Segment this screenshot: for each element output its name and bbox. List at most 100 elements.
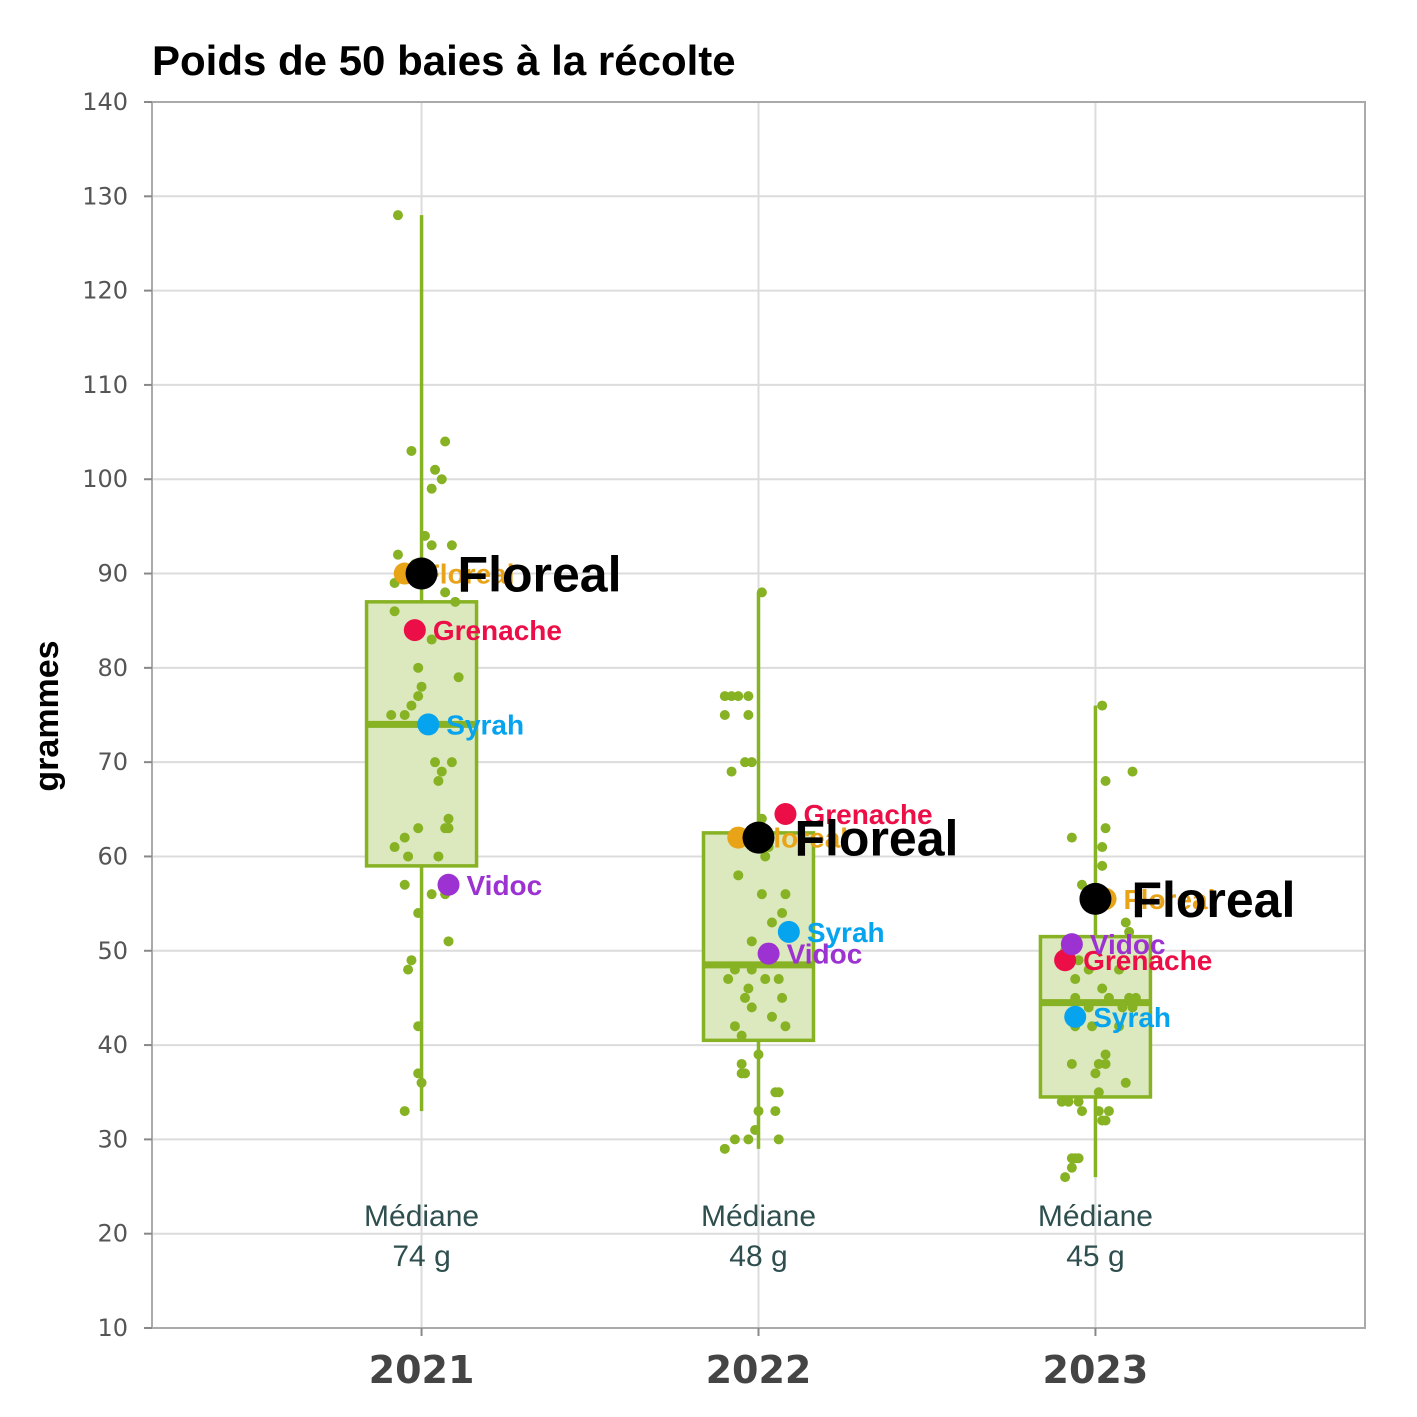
jitter-point: [719, 1143, 730, 1154]
jitter-point: [753, 1049, 764, 1060]
jitter-point: [413, 691, 424, 702]
jitter-point: [430, 757, 441, 768]
variety-point-grenache: [774, 803, 797, 826]
jitter-point: [430, 464, 441, 475]
variety-point-syrah: [1064, 1005, 1087, 1028]
jitter-point: [750, 1124, 761, 1135]
jitter-point: [1093, 1087, 1104, 1098]
jitter-point: [760, 974, 771, 985]
jitter-point: [1117, 1002, 1128, 1013]
jitter-point: [746, 936, 757, 947]
jitter-point: [1097, 700, 1108, 711]
jitter-point: [733, 870, 744, 881]
variety-label-syrah: Syrah: [446, 709, 524, 740]
jitter-point: [450, 596, 461, 607]
jitter-point: [440, 436, 451, 447]
y-axis-label: grammes: [28, 640, 66, 791]
median-annotations: Médiane 74 g Médiane 48 g Médiane 45 g: [364, 1200, 1153, 1273]
jitter-point: [773, 1134, 784, 1145]
y-tick-label: 50: [97, 937, 128, 965]
y-tick-label: 70: [97, 748, 128, 776]
jitter-point: [1093, 1106, 1104, 1117]
jitter-point: [780, 1021, 791, 1032]
variety-point-vidoc: [1060, 933, 1083, 956]
jitter-point: [1060, 1172, 1071, 1183]
jitter-point: [1097, 983, 1108, 994]
jitter-point: [389, 606, 400, 617]
highlight-label: Floreal: [458, 547, 622, 603]
variety-label-floreal: Floreal: [1124, 884, 1216, 915]
median-value: 74 g: [392, 1240, 450, 1273]
y-tick-label: 30: [97, 1125, 128, 1153]
highlight-point: [1079, 882, 1112, 915]
variety-label-syrah: Syrah: [807, 917, 885, 948]
jitter-point: [1090, 1068, 1101, 1079]
jitter-point: [436, 766, 447, 777]
jitter-point: [1100, 776, 1111, 787]
jitter-point: [413, 908, 424, 919]
jitter-point: [436, 474, 447, 485]
jitter-point: [413, 823, 424, 834]
jitter-point: [766, 917, 777, 928]
jitter-point: [743, 1134, 754, 1145]
jitter-point: [1076, 879, 1087, 890]
jitter-point: [1097, 860, 1108, 871]
jitter-point: [1073, 955, 1084, 966]
variety-label-floreal: Floreal: [423, 559, 515, 590]
jitter-point: [426, 540, 437, 551]
jitter-point: [443, 936, 454, 947]
jitter-point: [1130, 992, 1141, 1003]
jitter-point: [1097, 842, 1108, 853]
median-caption: Médiane: [1038, 1200, 1153, 1233]
jitter-point: [1103, 1106, 1114, 1117]
jitter-point: [403, 851, 414, 862]
jitter-point: [746, 964, 757, 975]
x-axis: 2021 2022 2023: [369, 1328, 1149, 1392]
x-tick-label: 2023: [1043, 1348, 1149, 1392]
jitter-point: [777, 992, 788, 1003]
variety-label-vidoc: Vidoc: [467, 870, 543, 901]
jitter-point: [1087, 1021, 1098, 1032]
y-tick-label: 130: [82, 182, 128, 210]
variety-label-grenache: Grenache: [803, 799, 932, 830]
jitter-point: [406, 445, 417, 456]
jitter-point: [399, 879, 410, 890]
jitter-point: [777, 908, 788, 919]
variety-point-vidoc: [757, 942, 780, 965]
jitter-point: [416, 681, 427, 692]
jitter-point: [1127, 1002, 1138, 1013]
box-iqr: [364, 600, 479, 868]
y-tick-label: 80: [97, 654, 128, 682]
jitter-point: [440, 587, 451, 598]
jitter-point: [406, 700, 417, 711]
jitter-point: [413, 1021, 424, 1032]
y-tick-label: 40: [97, 1031, 128, 1059]
jitter-point: [780, 889, 791, 900]
jitter-point: [729, 1134, 740, 1145]
jitter-point: [1063, 1096, 1074, 1107]
y-tick-label: 120: [82, 277, 128, 305]
jitter-point: [1083, 964, 1094, 975]
jitter-point: [419, 530, 430, 541]
variety-markers: FlorealFlorealFlorealGrenacheGrenacheGre…: [393, 547, 1295, 1033]
jitter-point: [743, 691, 754, 702]
jitter-point: [1100, 823, 1111, 834]
jitter-point: [733, 691, 744, 702]
x-tick-label: 2022: [706, 1348, 812, 1392]
jitter-point: [756, 889, 767, 900]
jitter-point: [1127, 766, 1138, 777]
chart-title: Poids de 50 baies à la récolte: [152, 37, 736, 84]
variety-point-grenache: [403, 619, 426, 642]
jitter-point: [433, 776, 444, 787]
jitter-point: [433, 851, 444, 862]
jitter-point: [1120, 1077, 1131, 1088]
jitter-point: [440, 823, 451, 834]
variety-label-grenache: Grenache: [433, 615, 562, 646]
jitter-point: [389, 842, 400, 853]
jitter-point: [399, 832, 410, 843]
jitter-point: [719, 710, 730, 720]
jitter-point: [413, 662, 424, 673]
jitter-point: [1073, 1096, 1084, 1107]
jitter-point: [1066, 1162, 1077, 1173]
